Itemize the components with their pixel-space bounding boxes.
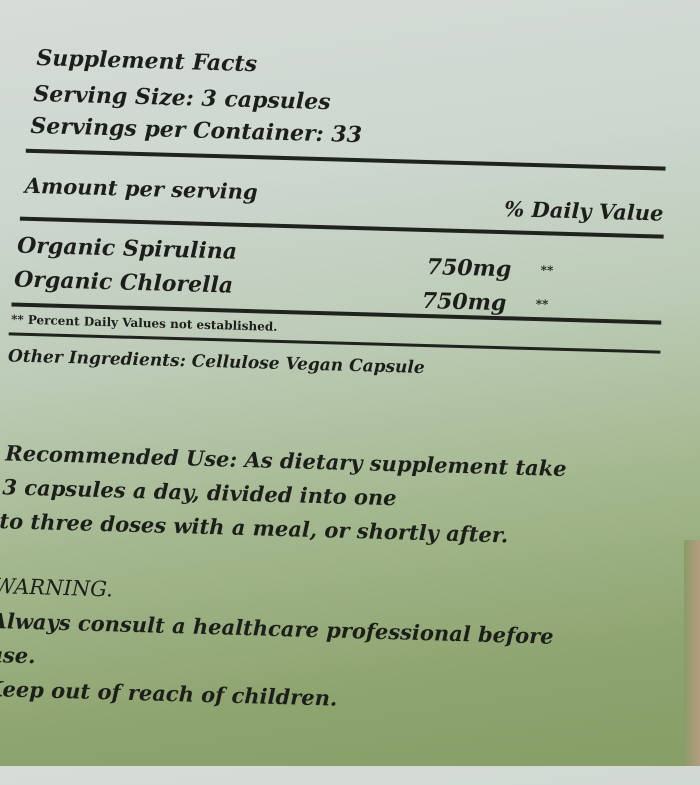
ingredient-name: Organic Chlorella (13, 266, 234, 299)
warning-line: Keep out of reach of children. (0, 675, 338, 711)
serving-size: Serving Size: 3 capsules (33, 80, 331, 116)
ingredient-name: Organic Spirulina (16, 232, 238, 265)
dv-header: % Daily Value (504, 196, 664, 226)
ingredient-amount: 750mg (421, 287, 507, 317)
servings-per-container: Servings per Container: 33 (30, 112, 363, 149)
background-edge (684, 540, 700, 766)
recommended-use-line: to three doses with a meal, or shortly a… (0, 508, 509, 548)
warning-title: WARNING. (0, 574, 114, 602)
footnote: ** Percent Daily Values not established. (10, 312, 278, 334)
ingredient-amount: 750mg (426, 254, 512, 283)
facts-title: Supplement Facts (36, 45, 258, 78)
warning-line: Always consult a healthcare professional… (0, 607, 554, 649)
ingredient-dv: ** (540, 263, 554, 278)
recommended-use-line: 3 capsules a day, divided into one (2, 474, 397, 511)
other-ingredients: Other Ingredients: Cellulose Vegan Capsu… (7, 346, 425, 378)
divider (25, 148, 666, 171)
warning-line: use. (0, 641, 36, 669)
amount-header: Amount per serving (24, 172, 258, 205)
ingredient-dv: ** (535, 297, 549, 312)
recommended-use-line: Recommended Use: As dietary supplement t… (5, 440, 567, 481)
